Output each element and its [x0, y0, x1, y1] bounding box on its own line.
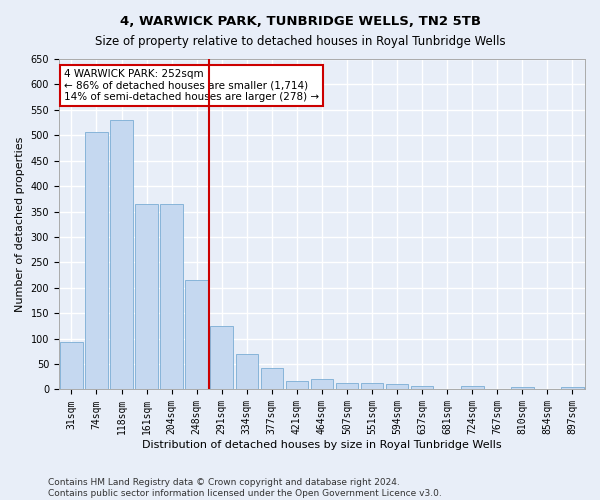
Bar — [110, 120, 133, 390]
Bar — [411, 386, 433, 390]
Bar — [511, 387, 533, 390]
Bar — [85, 132, 108, 390]
Bar — [461, 386, 484, 390]
Bar — [185, 280, 208, 390]
Y-axis label: Number of detached properties: Number of detached properties — [15, 136, 25, 312]
Text: 4 WARWICK PARK: 252sqm
← 86% of detached houses are smaller (1,714)
14% of semi-: 4 WARWICK PARK: 252sqm ← 86% of detached… — [64, 69, 319, 102]
X-axis label: Distribution of detached houses by size in Royal Tunbridge Wells: Distribution of detached houses by size … — [142, 440, 502, 450]
Bar — [136, 204, 158, 390]
Bar — [386, 384, 409, 390]
Text: 4, WARWICK PARK, TUNBRIDGE WELLS, TN2 5TB: 4, WARWICK PARK, TUNBRIDGE WELLS, TN2 5T… — [119, 15, 481, 28]
Text: Size of property relative to detached houses in Royal Tunbridge Wells: Size of property relative to detached ho… — [95, 35, 505, 48]
Bar — [311, 380, 333, 390]
Bar — [60, 342, 83, 390]
Bar — [336, 384, 358, 390]
Bar — [211, 326, 233, 390]
Bar — [361, 384, 383, 390]
Bar — [561, 387, 584, 390]
Bar — [260, 368, 283, 390]
Text: Contains HM Land Registry data © Crown copyright and database right 2024.
Contai: Contains HM Land Registry data © Crown c… — [48, 478, 442, 498]
Bar — [236, 354, 258, 390]
Bar — [160, 204, 183, 390]
Bar — [286, 382, 308, 390]
